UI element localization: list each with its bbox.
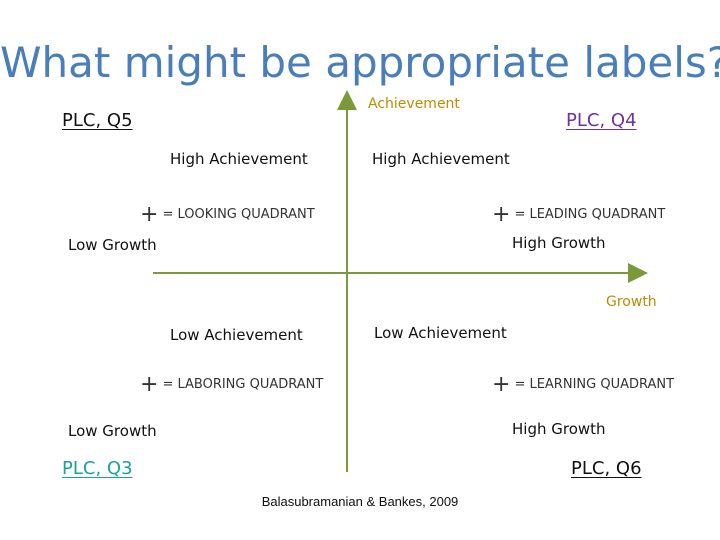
top-left-quadrant-name: + = LOOKING QUADRANT [140, 202, 315, 227]
citation: Balasubramanian & Bankes, 2009 [261, 494, 459, 509]
slide-title: What might be appropriate labels? [0, 38, 720, 87]
bottom-right-quadrant-name: + = LEARNING QUADRANT [492, 372, 674, 397]
bottom-left-achievement-label: Low Achievement [170, 326, 303, 344]
bottom-left-growth-label: Low Growth [68, 422, 157, 440]
corner-label-bottom-right: PLC, Q6 [571, 458, 642, 479]
plus-icon: + [492, 202, 511, 227]
bottom-right-growth-label: High Growth [512, 420, 606, 438]
corner-label-top-right: PLC, Q4 [566, 110, 637, 131]
top-right-achievement-label: High Achievement [372, 150, 510, 168]
plus-icon: + [140, 202, 159, 227]
top-left-growth-label: Low Growth [68, 236, 157, 254]
x-axis-label: Growth [606, 294, 657, 310]
top-left-quadrant-text: = LOOKING QUADRANT [162, 207, 315, 222]
plus-icon: + [492, 372, 511, 397]
plus-icon: + [140, 372, 159, 397]
top-right-quadrant-text: = LEADING QUADRANT [514, 207, 666, 222]
top-left-achievement-label: High Achievement [170, 150, 308, 168]
top-right-quadrant-name: + = LEADING QUADRANT [492, 202, 665, 227]
corner-label-top-left: PLC, Q5 [62, 110, 133, 131]
corner-label-bottom-left: PLC, Q3 [62, 458, 133, 479]
y-axis-label: Achievement [368, 96, 460, 112]
bottom-left-quadrant-name: + = LABORING QUADRANT [140, 372, 323, 397]
bottom-right-quadrant-text: = LEARNING QUADRANT [514, 377, 675, 392]
top-right-growth-label: High Growth [512, 234, 606, 252]
bottom-left-quadrant-text: = LABORING QUADRANT [162, 377, 324, 392]
bottom-right-achievement-label: Low Achievement [374, 324, 507, 342]
